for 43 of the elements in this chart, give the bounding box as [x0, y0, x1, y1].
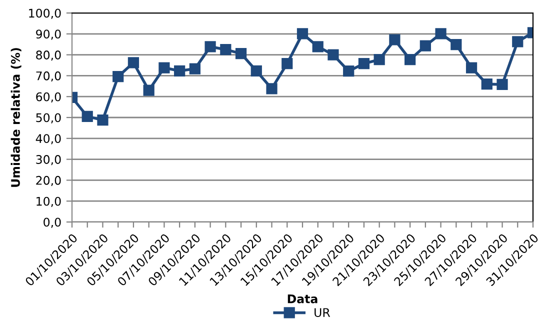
point	[466, 62, 478, 74]
y-tick-label: 40,0	[36, 134, 61, 144]
point	[512, 36, 524, 48]
y-tick-label: 20,0	[36, 176, 61, 186]
point	[143, 84, 154, 96]
point	[189, 63, 200, 74]
y-tick-label: 30,0	[36, 155, 61, 166]
point	[296, 28, 308, 40]
point	[389, 34, 400, 46]
point	[420, 40, 431, 52]
point	[158, 62, 170, 74]
point	[374, 54, 385, 66]
y-tick-label: 0,0	[44, 218, 61, 228]
point	[235, 48, 247, 60]
y-tick-label: 60,0	[36, 92, 61, 102]
y-tick-label: 50,0	[36, 113, 61, 124]
point	[250, 65, 262, 76]
point	[112, 70, 124, 82]
point	[204, 41, 216, 52]
point	[174, 65, 186, 76]
point	[404, 54, 416, 66]
point	[220, 44, 232, 56]
y-axis-title: Umidade relativa (%)	[10, 48, 22, 187]
y-tick-label: 70,0	[36, 71, 61, 82]
point	[343, 66, 354, 77]
y-tick-label: 10,0	[36, 196, 61, 207]
point	[266, 83, 278, 94]
y-tick-label: 90,0	[36, 30, 61, 40]
y-tick-label: 100,0	[29, 8, 61, 19]
point	[312, 41, 324, 52]
point	[481, 78, 492, 90]
point	[128, 57, 140, 68]
point	[496, 78, 508, 90]
x-axis-title: Data	[288, 294, 318, 304]
y-tick-label: 80,0	[36, 50, 61, 61]
point	[450, 39, 462, 50]
point	[358, 58, 370, 70]
point	[435, 28, 446, 40]
legend-label: UR	[314, 308, 330, 318]
point	[82, 110, 93, 122]
point	[328, 49, 339, 60]
point	[97, 114, 108, 126]
point	[282, 58, 293, 70]
